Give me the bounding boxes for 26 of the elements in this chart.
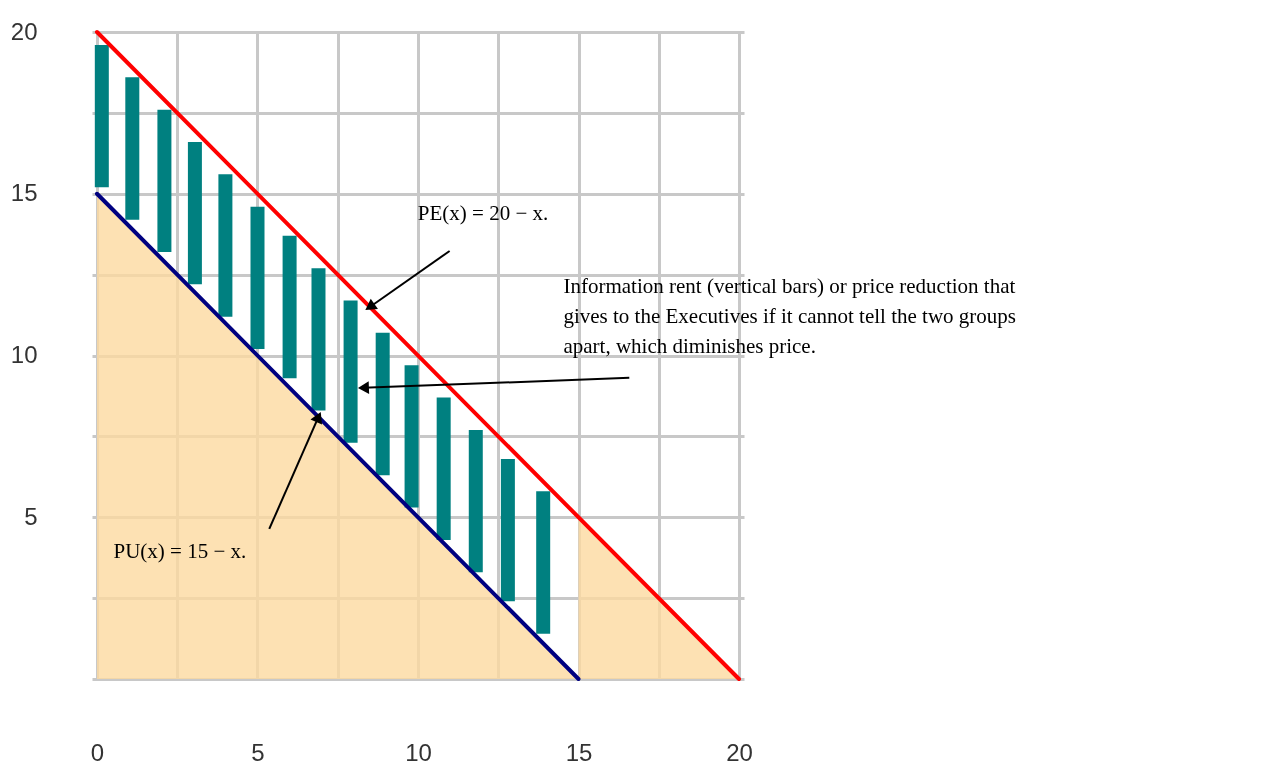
- bar: [343, 300, 358, 443]
- bar: [250, 206, 265, 350]
- x-tick-label: 10: [405, 738, 432, 766]
- annotation: PU(x) = 15 − x.: [113, 538, 247, 563]
- y-tick-label: 10: [10, 341, 38, 368]
- y-tick-label: 15: [10, 179, 38, 207]
- bar: [282, 235, 297, 379]
- bar: [157, 109, 172, 252]
- y-tick-label: 20: [10, 17, 38, 45]
- bar: [536, 491, 551, 634]
- annotation: Information rent (vertical bars) or price reduction that gives to the Executives if it cannot tell the two groups apart, which diminishes price.: [563, 273, 1017, 358]
- bar: [375, 332, 390, 476]
- annotation: PE(x) = 20 − x.: [417, 200, 549, 225]
- y-tick-label: 5: [24, 502, 38, 530]
- bar: [436, 397, 451, 540]
- x-tick-label: 0: [90, 738, 105, 766]
- x-tick-label: 5: [251, 738, 265, 766]
- x-tick-label: 20: [726, 738, 753, 766]
- bar: [94, 44, 109, 188]
- bar: [218, 174, 233, 317]
- bar: [468, 429, 483, 573]
- bar: [187, 141, 202, 285]
- bar: [404, 365, 419, 508]
- bar: [125, 77, 140, 220]
- bar: [500, 459, 515, 602]
- x-tick-label: 15: [565, 738, 593, 766]
